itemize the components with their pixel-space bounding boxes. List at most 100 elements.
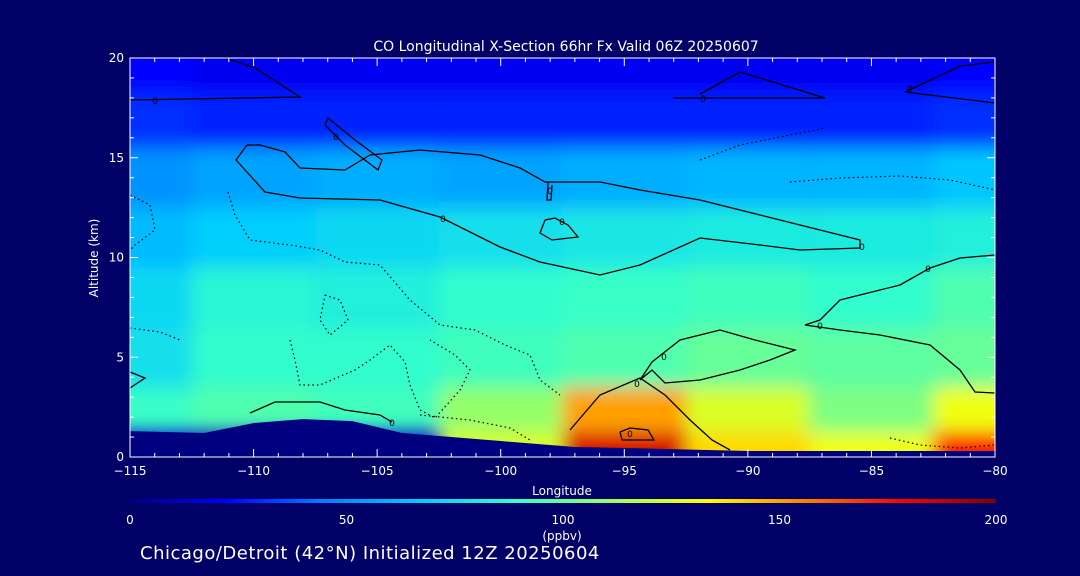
contour-line — [639, 329, 798, 384]
contour-label: 0 — [925, 265, 931, 275]
y-axis-label: Altitude (km) — [87, 219, 101, 298]
co-cell — [191, 267, 316, 328]
contour-label: 0 — [333, 133, 339, 143]
co-cell — [562, 147, 687, 208]
initialization-caption: Chicago/Detroit (42°N) Initialized 12Z 2… — [140, 543, 600, 564]
contour-line — [619, 427, 656, 441]
dotted-contour — [789, 175, 995, 191]
contour-line — [235, 144, 861, 276]
co-cell — [686, 92, 810, 148]
co-cell — [438, 147, 563, 208]
co-cell — [809, 387, 934, 433]
co-cell — [438, 58, 563, 93]
co-cell — [809, 207, 934, 268]
co-cell — [809, 327, 934, 388]
contour-label: 0 — [440, 215, 446, 225]
contour-label: 0 — [559, 218, 565, 228]
x-axis-label: Longitude — [532, 484, 592, 498]
co-cell — [130, 92, 192, 148]
co-cell — [130, 387, 192, 433]
contour-lines — [130, 58, 995, 451]
co-cell — [562, 92, 687, 148]
x-axis: −115 −110 −105 −100 −95 −90 −85 −80 — [114, 58, 1008, 478]
contour-line — [904, 61, 995, 104]
colorbar-tick-label: 150 — [768, 513, 791, 527]
co-cell — [191, 58, 316, 93]
colorbar-tick-label: 200 — [985, 513, 1008, 527]
co-cell — [809, 92, 934, 148]
contour-labels: 0 0 0 0 0 0 0 0 0 0 0 0 0 0 — [152, 85, 931, 440]
co-cell — [438, 327, 563, 388]
contour-label: 0 — [547, 187, 553, 197]
contour-line — [539, 217, 580, 241]
contour-line — [130, 58, 303, 101]
contour-label: 0 — [634, 380, 640, 390]
x-tick-label: −85 — [859, 464, 884, 478]
co-cell — [130, 58, 192, 93]
co-cell — [562, 58, 687, 93]
co-cell — [438, 267, 563, 328]
contour-line — [804, 254, 995, 394]
co-cell — [933, 147, 995, 208]
co-cell — [191, 207, 316, 268]
co-cell — [315, 267, 439, 328]
dotted-contour — [889, 437, 995, 449]
co-cell — [315, 92, 439, 148]
co-cell — [438, 92, 563, 148]
terrain — [130, 419, 995, 457]
co-cell — [686, 207, 810, 268]
x-tick-label: −115 — [114, 464, 147, 478]
y-tick-label: 0 — [116, 450, 124, 464]
y-axis: 0 5 10 15 20 — [109, 51, 995, 464]
contour-line — [546, 181, 553, 201]
co-cell — [191, 92, 316, 148]
co-cell — [315, 327, 439, 388]
co-cell — [686, 267, 810, 328]
contour-label: 0 — [907, 85, 913, 95]
co-cell — [191, 327, 316, 388]
co-cell — [130, 267, 192, 328]
co-cell — [933, 267, 995, 328]
colorbar-ticks: 0 50 100 150 200 — [126, 513, 1007, 527]
co-cell — [933, 207, 995, 268]
dotted-contour — [130, 194, 156, 251]
dotted-contours — [130, 127, 995, 449]
co-cell — [130, 327, 192, 388]
contour-label: 0 — [700, 95, 706, 105]
contour-label: 0 — [859, 243, 865, 253]
x-tick-label: −80 — [982, 464, 1007, 478]
plot-area: 0 0 0 0 0 0 0 0 0 0 0 0 0 0 — [130, 58, 995, 457]
contour-line — [324, 116, 383, 172]
x-tick-label: −105 — [361, 464, 394, 478]
co-cell — [686, 147, 810, 208]
co-cell — [933, 92, 995, 148]
co-cell — [130, 147, 192, 208]
y-tick-label: 15 — [109, 151, 124, 165]
co-cell — [562, 207, 687, 268]
colorbar-units: (ppbv) — [542, 529, 581, 543]
co-cell — [191, 147, 316, 208]
co-cell — [438, 387, 563, 433]
co-cell — [315, 58, 439, 93]
x-tick-label: −100 — [484, 464, 517, 478]
x-tick-label: −90 — [735, 464, 760, 478]
dotted-contour — [130, 327, 181, 341]
co-cell — [933, 58, 995, 93]
co-cell — [315, 147, 439, 208]
contour-line — [249, 401, 393, 423]
y-tick-label: 10 — [109, 251, 124, 265]
co-cell — [686, 58, 810, 93]
co-cell — [130, 207, 192, 268]
colorbar-tick-label: 100 — [552, 513, 575, 527]
co-cell — [933, 327, 995, 388]
contour-label: 0 — [627, 430, 633, 440]
contour-line — [569, 377, 731, 451]
co-cell — [933, 387, 995, 433]
contour-line — [130, 371, 147, 389]
co-field — [130, 58, 995, 457]
x-tick-label: −110 — [237, 464, 270, 478]
contour-label: 0 — [661, 353, 667, 363]
contour-label: 0 — [389, 419, 395, 429]
contour-label: 0 — [152, 97, 158, 107]
co-cell — [562, 387, 687, 433]
